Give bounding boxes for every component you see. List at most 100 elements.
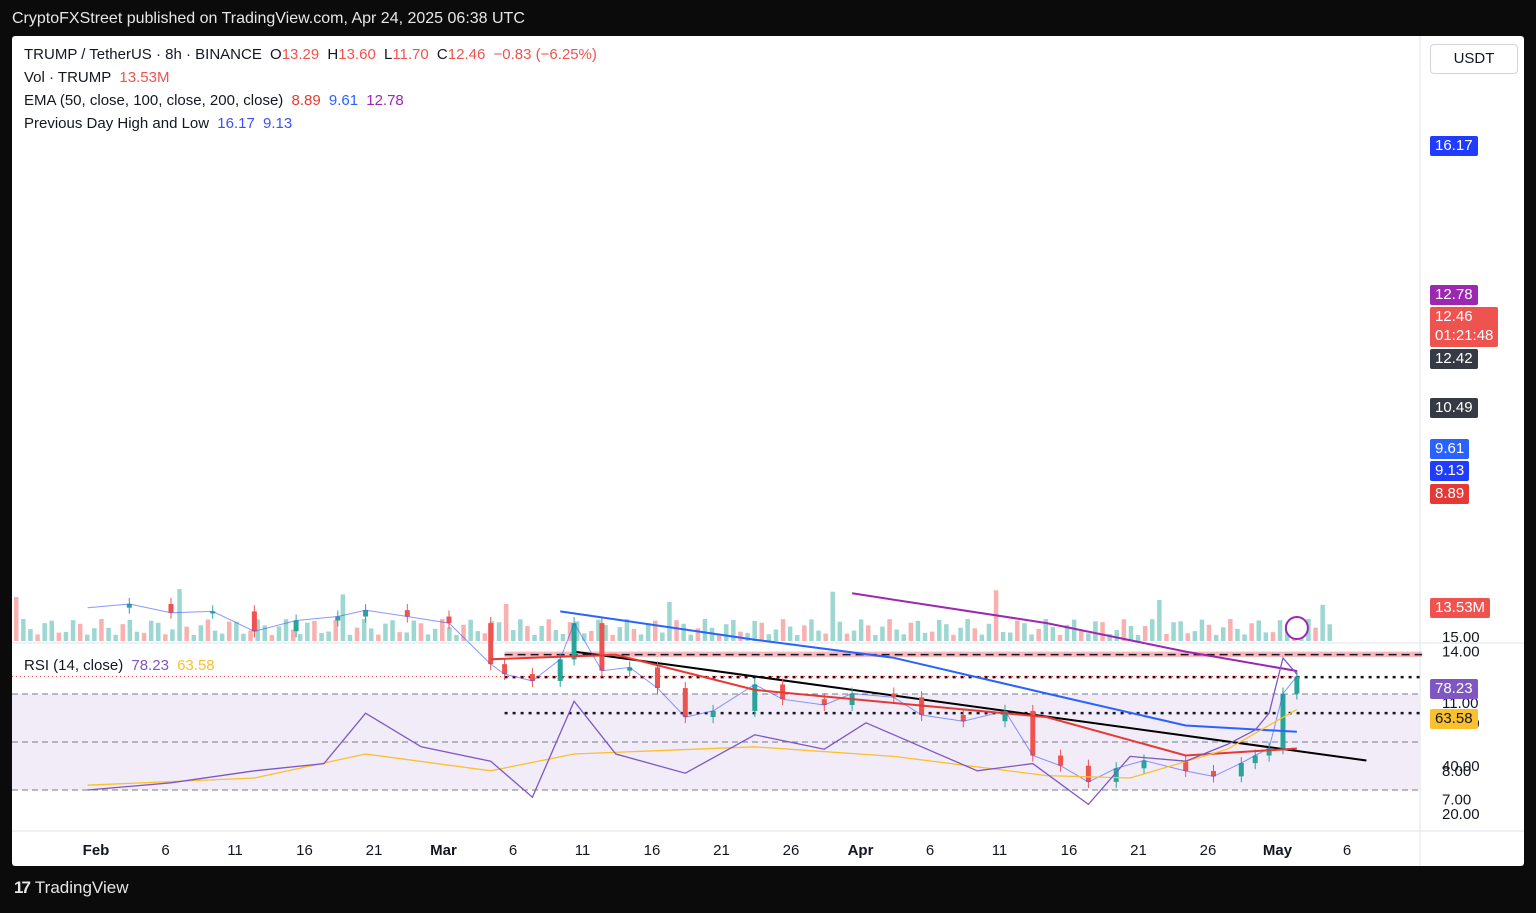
candle-body [126,603,132,608]
change-value: −0.83 (−6.25%) [493,46,597,63]
volume-bar [653,620,658,641]
volume-bar [922,632,928,641]
bar-countdown: 01:21:48 [1435,327,1494,344]
currency-selector[interactable]: USDT [1430,44,1518,74]
volume-bar [908,622,914,641]
volume-bar [844,633,850,641]
candle-body [655,667,660,689]
volume-bar [191,634,196,641]
volume-bar [546,619,551,641]
pdl-price-tag: 9.13 [1430,461,1470,481]
candle-body [682,688,688,718]
candle-body [1085,765,1091,782]
volume-bar [347,634,353,641]
volume-bar [674,620,679,641]
close-value: 12.46 [447,46,486,63]
volume-bar [1057,634,1063,641]
rsi-label[interactable]: RSI (14, close) [24,657,124,674]
volume-bar [390,620,395,641]
chart-panel[interactable]: 7.008.0010.0011.0014.0015.0017.0020.0040… [12,36,1524,866]
price-tick-label: 15.00 [1442,629,1480,646]
open-label: O [270,46,282,63]
price-chart[interactable]: 7.008.0010.0011.0014.0015.0017.0020.0040… [12,36,1524,866]
volume-bar [986,623,992,641]
volume-bar [1135,634,1141,641]
volume-bar [432,628,438,641]
volume-bar [92,628,97,641]
volume-bar [645,623,651,641]
volume-bar [1313,627,1318,641]
volume-bar [85,634,90,641]
candle-body [1266,748,1272,756]
price-tick-label: 7.00 [1442,791,1471,808]
volume-bar [113,634,118,641]
volume-bar [163,634,168,641]
volume-bar [298,634,303,641]
volume-bar [354,627,360,641]
volume-bar [1157,599,1162,641]
candle-body [960,714,966,722]
price-tick-label: 11.00 [1442,695,1478,712]
volume-bar [830,591,835,641]
publisher-line: CryptoFXStreet published on TradingView.… [12,10,525,27]
volume-bar [1270,632,1276,641]
volume-label[interactable]: Vol · TRUMP [24,69,112,86]
legend-volume-row: Vol · TRUMP 13.53M [24,69,173,86]
volume-bar [972,628,977,641]
ema50-price-tag: 8.89 [1430,484,1470,504]
volume-bar [525,626,530,641]
footer-brand-label: TradingView [34,878,129,897]
volume-bar [333,619,338,641]
volume-bar [511,629,516,641]
symbol-label[interactable]: TRUMP / TetherUS · 8h · BINANCE [24,46,262,63]
volume-bar [823,633,828,641]
volume-bar [1086,633,1091,641]
rsi-value: 78.23 [131,657,169,674]
volume-bar [1022,623,1027,641]
time-tick-label: May [1263,842,1293,859]
time-tick-label: 6 [1343,842,1351,859]
volume-bar [49,620,54,641]
candle-body [752,684,758,711]
volume-bar [809,619,814,641]
candle-body [891,693,897,698]
volume-bar [560,633,566,641]
volume-bar [887,619,892,641]
volume-bar [397,632,402,641]
low-value: 11.70 [392,46,429,63]
volume-bar [553,630,559,641]
volume-bar [759,622,764,641]
volume-bar [574,621,580,641]
volume-bar [631,628,637,641]
ema200-line [851,592,1298,672]
candle-body [1252,755,1258,764]
last-price-tag: 12.46 01:21:48 [1430,307,1499,347]
level1-price-tag: 12.42 [1430,349,1478,369]
volume-bar [979,634,985,641]
volume-bar [148,620,154,641]
volume-bar [276,626,282,641]
candle-body [710,710,716,718]
volume-bar [376,634,381,641]
volume-bar [1164,633,1169,641]
footer-brand[interactable]: 17 TradingView [14,878,128,898]
time-tick-label: Apr [848,842,874,859]
volume-bar [802,625,807,641]
pdh-price-tag: 16.17 [1430,136,1478,156]
volume-bar [21,619,26,641]
candle-body [210,611,216,614]
volume-bar [582,633,587,641]
ema-label[interactable]: EMA (50, close, 100, close, 200, close) [24,92,284,109]
pdhl-label[interactable]: Previous Day High and Low [24,115,210,132]
time-tick-label: 6 [161,842,169,859]
time-tick-label: 6 [926,842,934,859]
volume-bar [283,619,289,641]
volume-bar [482,633,488,641]
volume-bar [361,619,367,641]
rsi-tick-label: 20.00 [1442,806,1480,823]
volume-bar [589,631,594,641]
volume-bar [383,623,388,641]
volume-bar [695,628,701,641]
price-tick-label: 14.00 [1442,644,1480,661]
volume-bar [134,631,140,641]
